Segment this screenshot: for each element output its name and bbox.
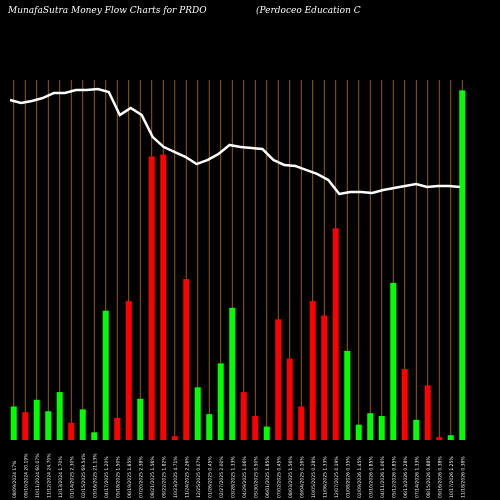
bar-down (252, 416, 259, 440)
x-tick-label: 07/02/2025 0.45% (276, 456, 282, 498)
x-tick-label: 10/17/2026 1.25% (449, 456, 455, 498)
x-tick-label: 12/07/2025 0.19% (334, 456, 340, 498)
x-tick-label: 06/13/2026 0.28% (403, 456, 409, 498)
bar-up (79, 409, 86, 440)
x-tick-label: 09/04/2025 0.16% (299, 456, 305, 498)
bar-up (390, 282, 397, 440)
bar-down (171, 436, 178, 440)
chart-subtitle: (Perdoceo Education C (256, 6, 361, 16)
bar-down (286, 358, 293, 440)
bar-up (344, 350, 351, 440)
x-tick-label: 08/21/2025 1.56% (150, 456, 156, 498)
x-tick-label: 08/09/2024 17% (12, 460, 18, 498)
x-tick-label: 03/28/2025 1.33% (230, 456, 236, 498)
x-tick-label: 10/05/2025 0.28% (311, 456, 317, 498)
x-tick-label: 02/27/2025 2.00% (219, 456, 225, 498)
x-tick-label: 12/25/2025 0.07% (196, 456, 202, 498)
bar-up (355, 424, 362, 440)
x-tick-label: 03/10/2026 0.85% (368, 456, 374, 498)
x-tick-label: 01/08/2026 0.35% (345, 456, 351, 498)
bar-series (10, 90, 466, 441)
bar-up (217, 363, 224, 440)
x-tick-label: 06/19/2025 1.85% (127, 456, 133, 498)
bar-up (206, 414, 213, 440)
bar-up (447, 435, 454, 440)
chart-title: MunafaSutra Money Flow Charts for PRDO (8, 6, 207, 16)
bar-down (114, 417, 121, 440)
bar-down (436, 437, 443, 440)
bar-up (263, 426, 270, 440)
bar-up (137, 398, 144, 440)
bar-down (309, 301, 316, 440)
x-tick-label: 09/10/2024 20.19% (23, 453, 29, 498)
bar-up (33, 399, 40, 440)
x-axis-labels: 08/09/2024 17% 09/10/2024 20.19% 10/11/202… (12, 453, 467, 498)
x-tick-label: 07/20/2025 2.38% (138, 456, 144, 498)
x-tick-label: 11/12/2024 24.70% (46, 453, 52, 498)
x-tick-label: 04/29/2025 1.06% (242, 456, 248, 498)
bar-down (321, 315, 328, 440)
bar-up (229, 307, 236, 440)
bar-up (91, 432, 98, 440)
bar-up (102, 310, 109, 440)
bar-up (413, 419, 420, 440)
x-tick-label: 09/16/2026 0.38% (437, 456, 443, 498)
bar-up (194, 387, 201, 440)
bar-down (160, 154, 167, 440)
price-line (9, 87, 461, 196)
x-tick-label: 05/30/2025 0.50% (253, 456, 259, 498)
bar-down (401, 369, 408, 440)
x-tick-label: 11/24/2025 2.26% (184, 456, 190, 498)
x-tick-label: 04/11/2026 1.06% (380, 456, 386, 498)
bar-down (22, 412, 29, 440)
x-tick-label: 01/26/2025 0.45% (207, 456, 213, 498)
bar-down (298, 406, 305, 440)
x-tick-label: 02/09/2026 1.45% (357, 456, 363, 498)
x-tick-label: 10/11/2024 60.07% (35, 453, 41, 498)
x-tick-label: 09/22/2025 1.82% (161, 456, 167, 498)
x-tick-label: 12/13/2024 1.70% (58, 456, 64, 498)
bar-up (45, 411, 52, 440)
bar-down (332, 228, 339, 440)
bar-up (367, 413, 374, 440)
x-tick-label: 03/16/2025 21.13% (92, 453, 98, 498)
bar-down (275, 319, 282, 440)
x-tick-label: 05/18/2025 1.50% (115, 456, 121, 498)
bar-up (56, 392, 63, 440)
x-tick-label: 06/01/2025 1.85% (265, 456, 271, 498)
x-tick-label: 01/14/2025 2.30% (69, 456, 75, 498)
x-tick-label: 08/03/2025 1.56% (288, 456, 294, 498)
x-tick-label: 04/17/2025 1.20% (104, 456, 110, 498)
bar-down (68, 422, 75, 440)
x-tick-label: 07/14/2026 1.33% (414, 456, 420, 498)
x-tick-label: 02/15/2025 69.54% (81, 453, 87, 498)
bar-up (10, 406, 17, 440)
bar-down (183, 279, 190, 440)
x-tick-label: 05/12/2026 0.85% (391, 456, 397, 498)
bar-up (459, 90, 466, 441)
x-tick-label: 10/23/2025 4.71% (173, 456, 179, 498)
bar-down (424, 385, 431, 440)
bar-down (125, 301, 132, 440)
bar-down (148, 156, 155, 440)
bar-up (378, 416, 385, 440)
x-tick-label: 11/18/2026 0.38% (460, 456, 466, 498)
x-tick-label: 11/06/2025 1.33% (322, 456, 328, 498)
x-tick-label: 08/15/2026 0.88% (426, 456, 432, 498)
bar-down (240, 392, 247, 440)
